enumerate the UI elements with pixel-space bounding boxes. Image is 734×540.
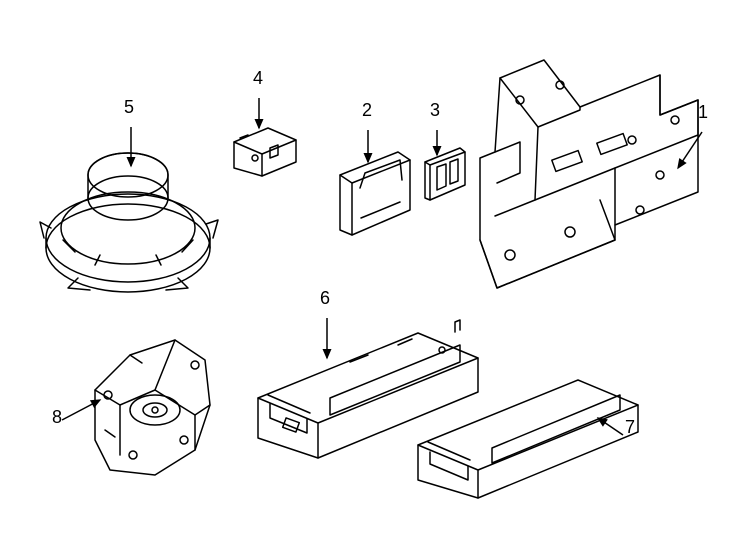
part-clip	[425, 148, 465, 200]
part-tray-lower	[418, 380, 638, 498]
part-tray-upper	[258, 320, 478, 458]
callout-label-2: 2	[362, 100, 372, 121]
part-sensor-housing	[95, 340, 210, 475]
part-cover-plate	[340, 152, 410, 235]
callout-label-5: 5	[124, 97, 134, 118]
callout-label-1: 1	[698, 102, 708, 123]
part-mounting-bracket	[480, 60, 698, 288]
callout-label-8: 8	[52, 407, 62, 428]
part-speaker	[40, 153, 218, 292]
part-connector-module	[234, 128, 296, 176]
parts-diagram	[0, 0, 734, 540]
callout-arrow-7	[598, 418, 623, 435]
callout-label-3: 3	[430, 100, 440, 121]
callout-label-7: 7	[625, 417, 635, 438]
callout-label-4: 4	[253, 68, 263, 89]
callout-label-6: 6	[320, 288, 330, 309]
